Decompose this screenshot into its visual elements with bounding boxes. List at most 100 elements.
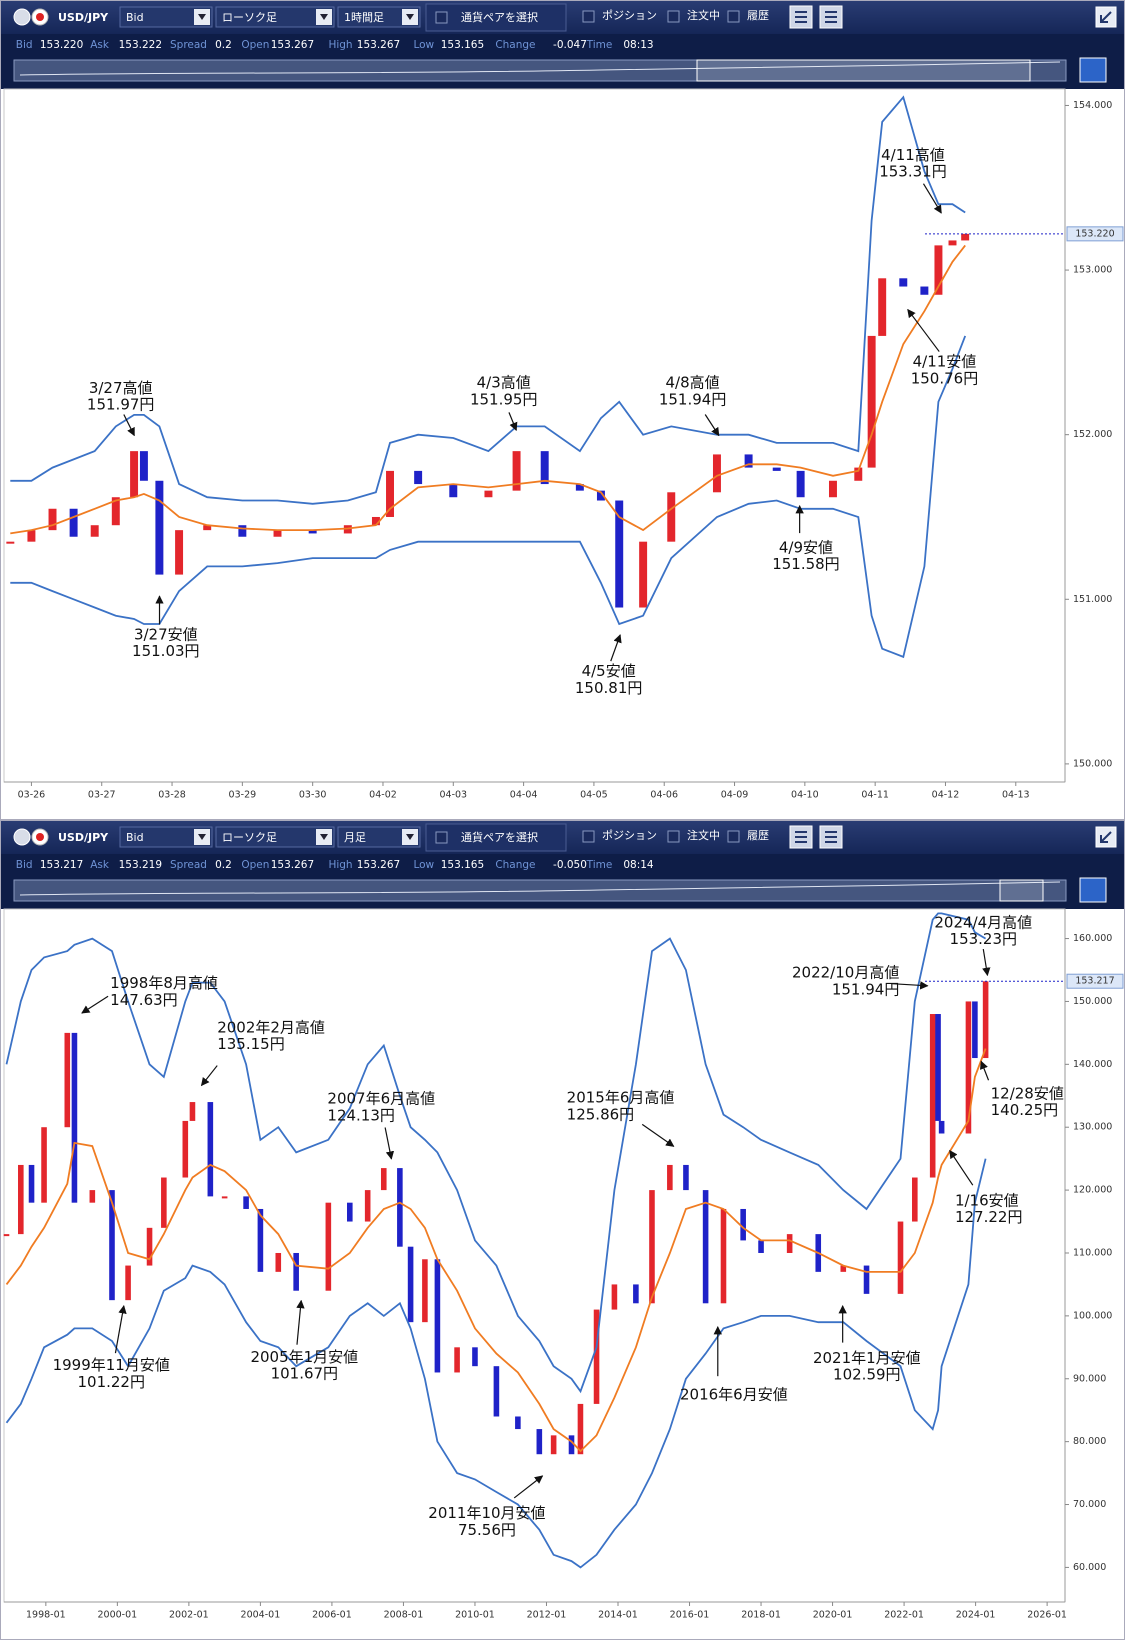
dropdown[interactable] xyxy=(215,826,335,848)
tool-icon-glyph xyxy=(795,11,807,23)
candle xyxy=(712,454,721,493)
pair: USD/JPY xyxy=(58,11,109,24)
checkbox[interactable] xyxy=(435,831,448,844)
x-tick-label: 04-06 xyxy=(650,790,678,801)
annotation-arrow xyxy=(513,1475,544,1499)
checkbox[interactable] xyxy=(435,11,448,24)
y-tick-label: 70.000 xyxy=(1073,1499,1106,1510)
candle xyxy=(611,1284,618,1310)
navigator-button[interactable] xyxy=(1079,57,1107,83)
collapse-glyph xyxy=(1100,831,1112,843)
candle xyxy=(275,1252,282,1272)
annotation-price: 125.86円 xyxy=(567,1105,635,1123)
candle xyxy=(472,1347,478,1367)
quote-value: 0.2 xyxy=(215,859,232,871)
candle xyxy=(772,467,781,471)
dropdown-value: Bid xyxy=(126,831,144,844)
checkbox[interactable] xyxy=(727,830,740,843)
candle xyxy=(897,1221,904,1294)
candle xyxy=(758,1240,764,1253)
x-tick-label: 03-28 xyxy=(158,790,186,801)
dropdown[interactable] xyxy=(337,6,421,28)
annotation-price: 153.31円 xyxy=(879,163,947,181)
quote-value: 153.165 xyxy=(441,859,484,871)
candle xyxy=(484,490,493,498)
select-pair: 通貨ペアを選択 xyxy=(461,830,538,844)
candle xyxy=(786,1234,793,1253)
candle xyxy=(155,480,164,575)
flag-jp-sun xyxy=(36,13,44,21)
checkbox[interactable] xyxy=(727,10,740,23)
navigator-window[interactable] xyxy=(696,59,1031,82)
annotation-label: 3/27安値 xyxy=(134,625,198,643)
quote-value: 0.2 xyxy=(215,39,232,51)
checkbox[interactable] xyxy=(667,10,680,23)
quote-label: Change xyxy=(495,859,535,871)
dropdown-value: 1時間足 xyxy=(344,11,384,24)
panel: USD/JPY Bid ローソク足 月足 通貨ペアを選択 ポジション 注文中 履歴 Bid 153… xyxy=(0,820,1125,1640)
candle xyxy=(854,467,863,481)
candle xyxy=(257,1208,264,1272)
select-pair-button[interactable] xyxy=(425,823,567,852)
candle xyxy=(207,1102,214,1197)
quote-label: Low xyxy=(413,39,434,51)
candle xyxy=(6,541,15,544)
x-tick-label: 2012-01 xyxy=(527,1610,567,1621)
annotation-label: 1998年8月高値 xyxy=(110,974,218,992)
annotation-label: 4/9安値 xyxy=(779,538,833,556)
dropdown-arrow xyxy=(406,14,414,20)
candle xyxy=(920,286,929,295)
quote-label: Ask xyxy=(90,859,110,871)
x-tick-label: 2024-01 xyxy=(956,1610,996,1621)
x-tick-label: 04-10 xyxy=(791,790,819,801)
annotation-price: 150.76円 xyxy=(911,369,979,387)
quote-label: Bid xyxy=(16,859,33,871)
navigator-window[interactable] xyxy=(999,879,1044,902)
dropdown-value: ローソク足 xyxy=(222,11,277,24)
candle xyxy=(18,1164,24,1235)
candle xyxy=(161,1177,167,1228)
navigator-button[interactable] xyxy=(1079,877,1107,903)
navigator-preview xyxy=(19,881,1061,896)
indicator-line xyxy=(10,244,966,535)
x-tick-label: 04-05 xyxy=(580,790,608,801)
candle xyxy=(929,1014,936,1178)
y-tick-label: 100.000 xyxy=(1073,1310,1112,1321)
plot-area xyxy=(3,908,1066,1603)
dropdown[interactable] xyxy=(119,826,213,848)
dropdown-value: 月足 xyxy=(344,831,366,844)
candle xyxy=(3,1234,10,1237)
annotation-label: 2011年10月安値 xyxy=(428,1504,545,1522)
x-tick-label: 04-09 xyxy=(721,790,749,801)
x-tick-label: 2010-01 xyxy=(455,1610,495,1621)
last-price-box xyxy=(1066,226,1124,242)
tool-icon-glyph xyxy=(825,11,837,23)
checkbox[interactable] xyxy=(582,830,595,843)
annotation-arrow xyxy=(384,1127,395,1160)
quote-value: 08:14 xyxy=(623,859,654,871)
x-tick-label: 2018-01 xyxy=(741,1610,781,1621)
candle xyxy=(48,508,57,531)
dropdown[interactable] xyxy=(337,826,421,848)
candle xyxy=(308,530,317,534)
checkbox[interactable] xyxy=(582,10,595,23)
dropdown[interactable] xyxy=(215,6,335,28)
panel: USD/JPY Bid ローソク足 1時間足 通貨ペアを選択 ポジション 注文中 履歴 Bid 1… xyxy=(0,0,1125,820)
indicator-line xyxy=(10,95,966,505)
x-tick-label: 2026-01 xyxy=(1027,1610,1067,1621)
candle xyxy=(840,1265,847,1272)
candle xyxy=(550,1435,557,1455)
x-tick-label: 04-04 xyxy=(510,790,538,801)
checkbox[interactable] xyxy=(667,830,680,843)
candle xyxy=(744,454,753,468)
annotation-arrow xyxy=(81,995,109,1014)
annotation-label: 3/27高値 xyxy=(89,379,153,397)
y-tick-label: 60.000 xyxy=(1073,1562,1106,1573)
y-tick-label: 90.000 xyxy=(1073,1373,1106,1384)
dropdown[interactable] xyxy=(119,6,213,28)
quote-value: 153.220 xyxy=(40,39,83,51)
select-pair-button[interactable] xyxy=(425,3,567,32)
toggle-label: 注文中 xyxy=(687,828,720,842)
candle xyxy=(407,1246,414,1323)
